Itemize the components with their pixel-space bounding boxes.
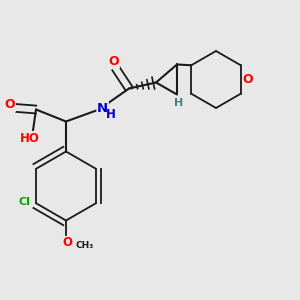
Text: HO: HO	[20, 131, 40, 145]
Text: H: H	[106, 107, 115, 121]
Text: O: O	[4, 98, 15, 112]
Text: CH₃: CH₃	[76, 241, 94, 250]
Text: Cl: Cl	[18, 197, 30, 207]
Text: H: H	[174, 98, 183, 108]
Text: O: O	[109, 55, 119, 68]
Text: N: N	[97, 101, 108, 115]
Text: O: O	[243, 73, 254, 86]
Text: O: O	[62, 236, 72, 250]
